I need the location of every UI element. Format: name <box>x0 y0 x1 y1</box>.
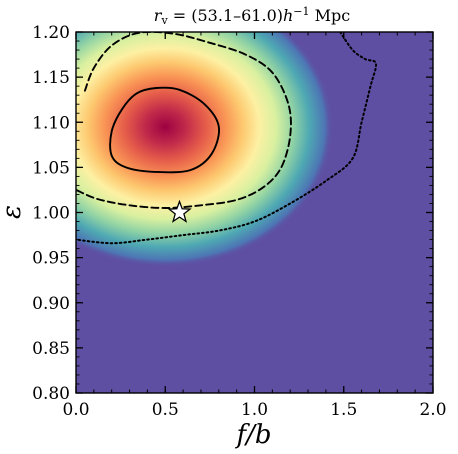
star-marker <box>167 199 192 223</box>
title-unit: Mpc <box>310 6 351 25</box>
y-axis-label: ε <box>0 205 27 219</box>
y-tick-label: 1.15 <box>32 68 70 88</box>
x-tick-label: 1.0 <box>241 400 268 420</box>
title-h: h <box>283 6 293 25</box>
y-tick-label: 1.00 <box>32 204 70 224</box>
chart-title: rv = (53.1–61.0)h−1 Mpc <box>154 5 350 27</box>
x-tick-label: 2.0 <box>419 400 446 420</box>
contour-middle <box>76 32 292 209</box>
y-tick-label: 1.10 <box>32 113 70 133</box>
y-tick-label: 0.85 <box>32 339 70 359</box>
y-tick-label: 0.95 <box>32 249 70 269</box>
contour-inner <box>109 86 220 174</box>
title-sub: v <box>160 14 168 27</box>
contour-outer <box>76 32 378 245</box>
x-axis-label: f/b <box>234 420 271 450</box>
y-tick-label: 1.20 <box>32 23 70 43</box>
y-tick-label: 0.80 <box>32 384 70 404</box>
x-axis-ticks: 0.0 0.5 1.0 1.5 2.0 <box>62 32 447 420</box>
title-sup: −1 <box>293 5 309 18</box>
x-tick-label: 0.0 <box>62 400 89 420</box>
title-range: = (53.1–61.0) <box>168 6 283 25</box>
y-tick-label: 1.05 <box>32 158 70 178</box>
contours-group <box>76 32 378 245</box>
x-tick-label: 0.5 <box>152 400 179 420</box>
y-tick-label: 0.90 <box>32 294 70 314</box>
y-axis-ticks: 0.80 0.85 0.90 0.95 1.00 1.05 1.10 1.15 1.20 <box>32 23 433 404</box>
x-tick-label: 1.5 <box>330 400 357 420</box>
title-r: r <box>154 6 163 25</box>
